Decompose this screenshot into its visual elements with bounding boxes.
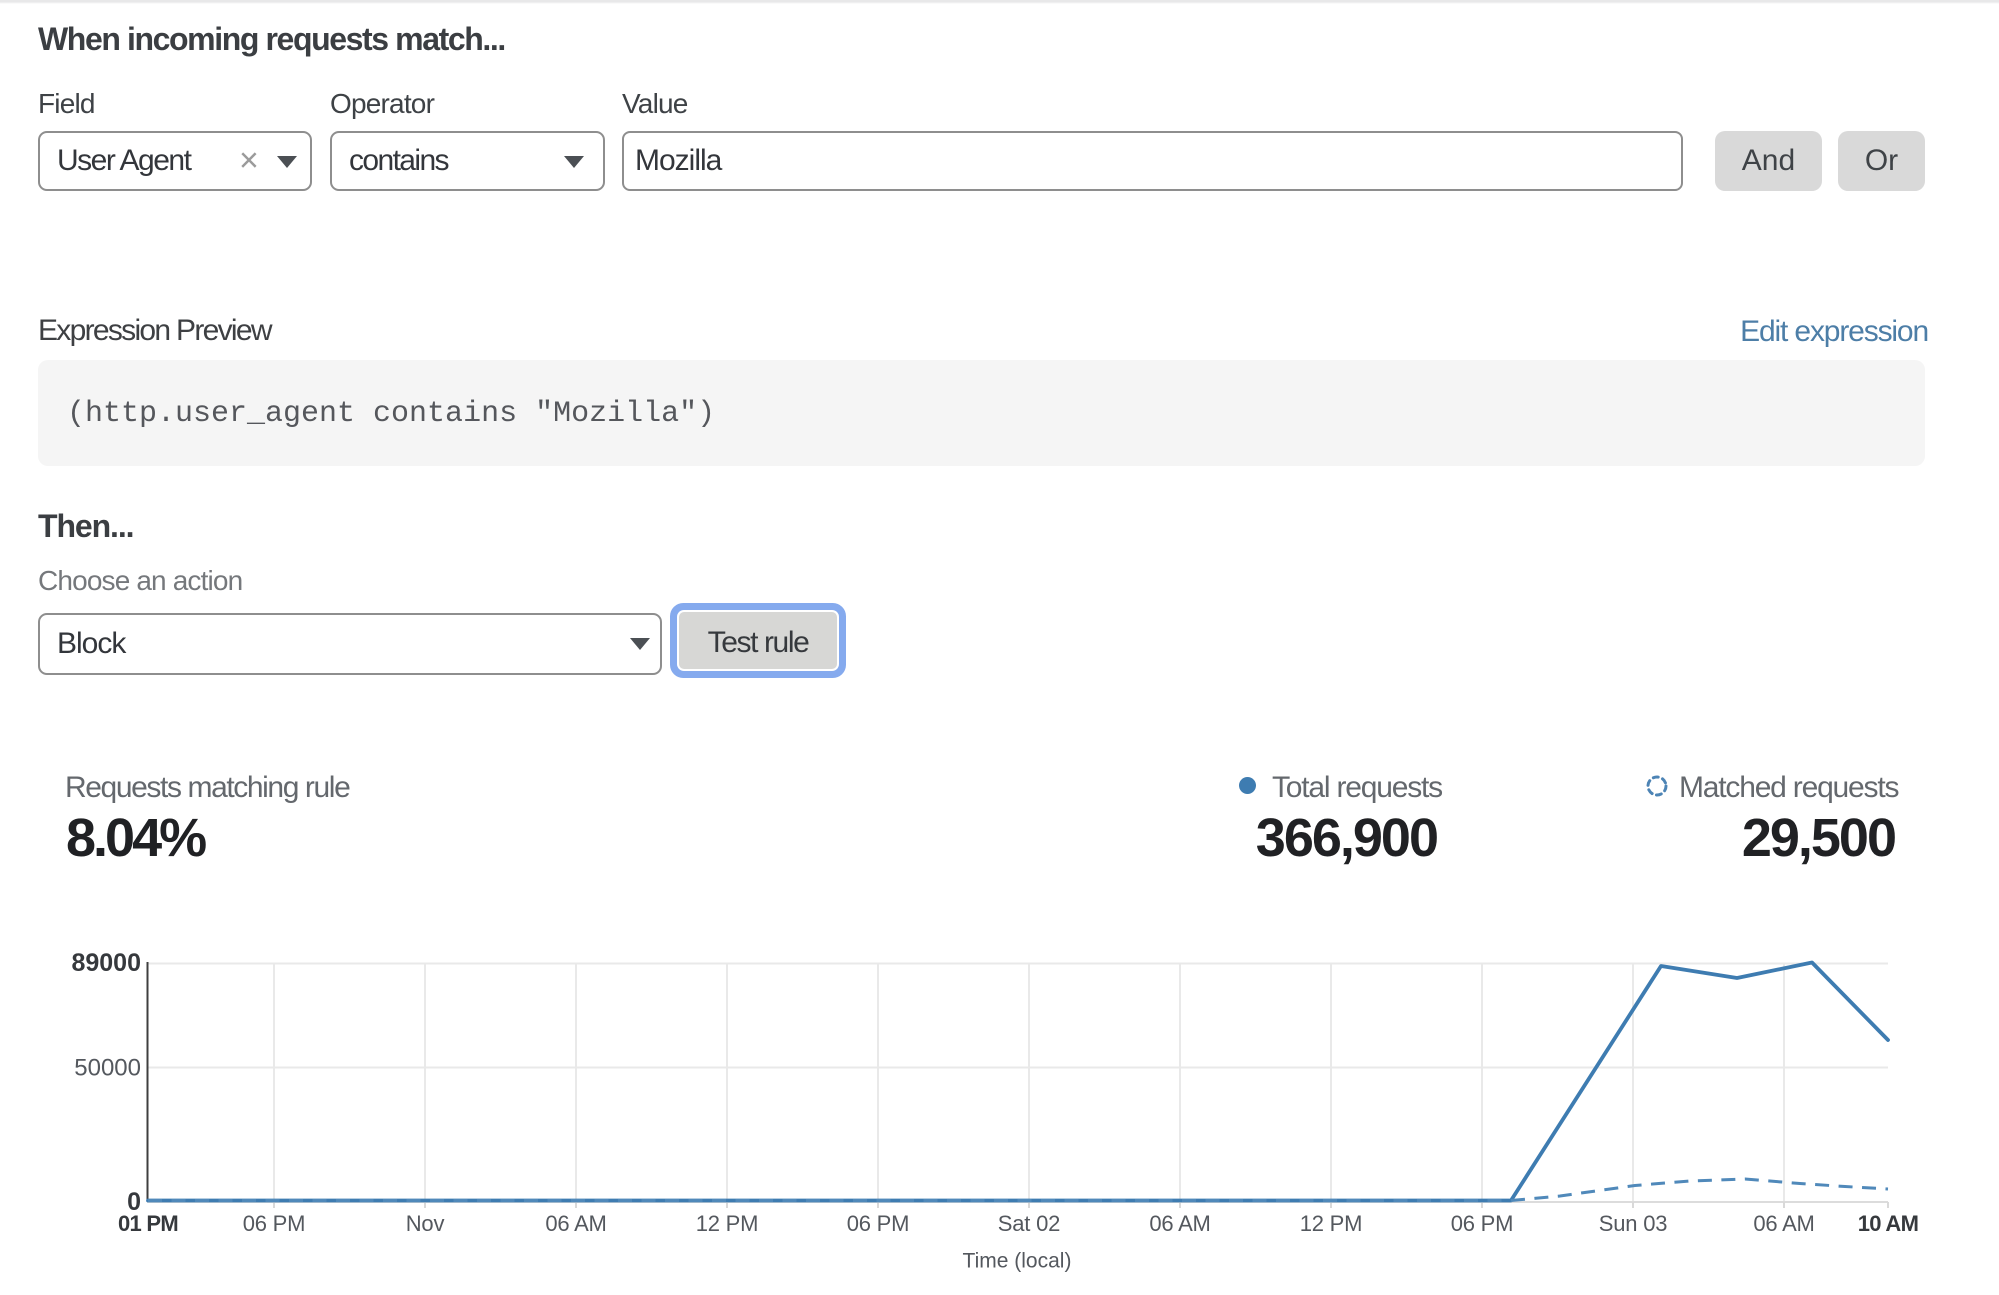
svg-text:06 PM: 06 PM	[847, 1211, 910, 1236]
svg-text:89000: 89000	[71, 949, 141, 977]
svg-text:10 AM: 10 AM	[1858, 1211, 1918, 1236]
svg-text:Time (local): Time (local)	[963, 1250, 1072, 1273]
svg-text:06 AM: 06 AM	[1753, 1211, 1814, 1236]
svg-text:Sun 03: Sun 03	[1599, 1211, 1668, 1236]
svg-text:06 AM: 06 AM	[1149, 1211, 1210, 1236]
svg-text:Sat 02: Sat 02	[998, 1211, 1060, 1236]
svg-text:0: 0	[127, 1188, 141, 1216]
svg-text:12 PM: 12 PM	[1300, 1211, 1363, 1236]
svg-text:50000: 50000	[74, 1055, 141, 1082]
svg-text:Nov: Nov	[406, 1211, 445, 1236]
svg-text:06 PM: 06 PM	[1451, 1211, 1514, 1236]
svg-text:06 AM: 06 AM	[545, 1211, 606, 1236]
svg-text:06 PM: 06 PM	[243, 1211, 306, 1236]
svg-text:12 PM: 12 PM	[696, 1211, 759, 1236]
svg-text:01 PM: 01 PM	[118, 1211, 178, 1236]
